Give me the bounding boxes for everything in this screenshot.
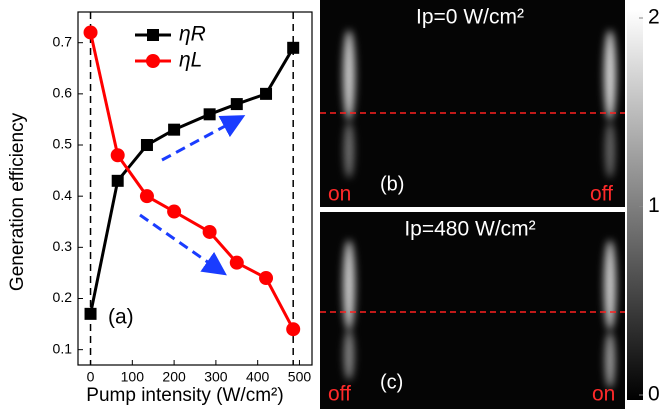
legend-label: ηL	[179, 49, 202, 72]
marker	[230, 256, 244, 270]
marker	[231, 98, 243, 110]
image-label: off	[590, 183, 613, 206]
y-tick-label: 0.3	[53, 238, 73, 254]
marker	[259, 271, 273, 285]
marker	[167, 205, 181, 219]
marker	[286, 322, 300, 336]
marker	[260, 88, 272, 100]
panel-label: (b)	[380, 173, 404, 195]
marker	[287, 42, 299, 54]
y-tick-label: 0.4	[53, 187, 73, 203]
colorbar-tick-label: 2	[648, 6, 660, 29]
x-tick-label: 400	[246, 369, 270, 385]
x-tick-label: 300	[204, 369, 228, 385]
y-tick-label: 0.2	[53, 289, 73, 305]
figure: Ip=0 W/cm² (b) on off Ip=480 W/cm² (c) o…	[0, 0, 668, 409]
x-tick-label: 0	[87, 369, 95, 385]
marker	[204, 108, 216, 120]
y-tick-label: 0.1	[53, 340, 73, 356]
colorbar	[627, 10, 643, 400]
marker	[168, 124, 180, 136]
image-label: on	[592, 383, 615, 406]
marker	[146, 54, 160, 68]
image-panel-b	[320, 0, 625, 207]
panel-label: (a)	[108, 306, 134, 329]
legend-label: ηR	[179, 23, 206, 46]
y-axis-label: Generation efficiency	[7, 112, 28, 291]
x-tick-label: 100	[121, 369, 145, 385]
arrow	[140, 215, 222, 272]
image-panel-c	[320, 212, 625, 409]
y-tick-label: 0.5	[53, 136, 73, 152]
panel-label: (c)	[380, 371, 403, 393]
marker	[111, 148, 125, 162]
x-axis-label: Pump intensity (W/cm²)	[86, 385, 283, 406]
marker	[140, 189, 154, 203]
y-tick-label: 0.7	[53, 33, 73, 49]
image-title: Ip=480 W/cm²	[404, 218, 535, 241]
marker	[85, 308, 97, 320]
marker	[112, 175, 124, 187]
marker	[147, 29, 159, 41]
x-tick-label: 500	[288, 369, 312, 385]
image-label: off	[328, 383, 351, 406]
colorbar-tick-label: 0	[648, 383, 660, 406]
marker	[84, 25, 98, 39]
colorbar-tick-label: 1	[648, 194, 660, 217]
x-tick-label: 200	[162, 369, 186, 385]
y-tick-label: 0.6	[53, 85, 73, 101]
image-label: on	[328, 183, 351, 206]
image-title: Ip=0 W/cm²	[416, 6, 524, 29]
marker	[141, 139, 153, 151]
marker	[203, 225, 217, 239]
